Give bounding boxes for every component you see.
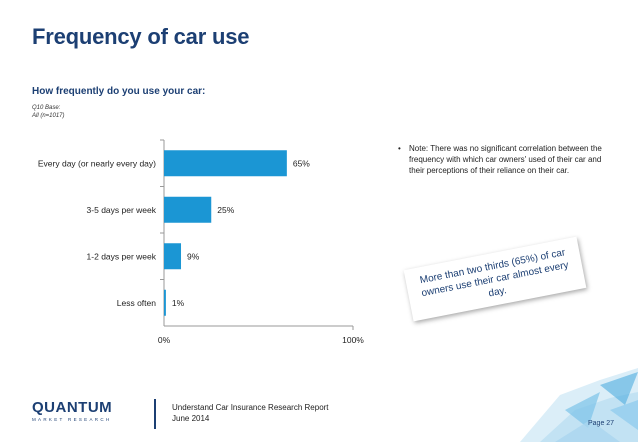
footer-info: Understand Car Insurance Research Report…	[172, 402, 329, 424]
page-title: Frequency of car use	[32, 24, 250, 49]
logo-wordmark: QUANTUM	[32, 399, 113, 416]
x-tick-label: 100%	[342, 335, 364, 345]
base-line-1: Q10 Base:	[32, 105, 61, 111]
x-tick-label: 0%	[158, 335, 171, 345]
base-note: Q10 Base: All (n=1017)	[32, 104, 65, 120]
bar-chart: Every day (or nearly every day) 65% 3-5 da…	[38, 139, 364, 345]
note-block: • Note: There was no significant correla…	[398, 143, 608, 176]
report-title: Understand Car Insurance Research Report	[172, 403, 329, 412]
question-heading: How frequently do you use your car:	[32, 86, 206, 97]
value-label: 1%	[172, 298, 185, 308]
category-label: 1-2 days per week	[87, 251, 157, 261]
bar	[164, 243, 182, 270]
footer-divider	[154, 399, 156, 429]
company-logo: QUANTUM MARKET RESEARCH	[32, 400, 112, 422]
category-label: 3-5 days per week	[87, 205, 157, 215]
bar	[164, 150, 287, 177]
bar	[164, 289, 166, 316]
base-line-2: All (n=1017)	[32, 113, 65, 119]
callout-card: More than two thirds (65%) of car owners…	[403, 236, 587, 322]
report-date: June 2014	[172, 414, 210, 423]
value-label: 65%	[293, 158, 310, 168]
category-label: Less often	[117, 298, 156, 308]
note-bullet: •	[398, 144, 401, 153]
value-label: 9%	[187, 251, 200, 261]
note-text: Note: There was no significant correlati…	[409, 144, 602, 175]
page-number: Page 27	[588, 420, 615, 427]
value-label: 25%	[217, 205, 234, 215]
bar	[164, 196, 212, 223]
category-label: Every day (or nearly every day)	[38, 158, 156, 168]
logo-tagline: MARKET RESEARCH	[32, 417, 112, 422]
